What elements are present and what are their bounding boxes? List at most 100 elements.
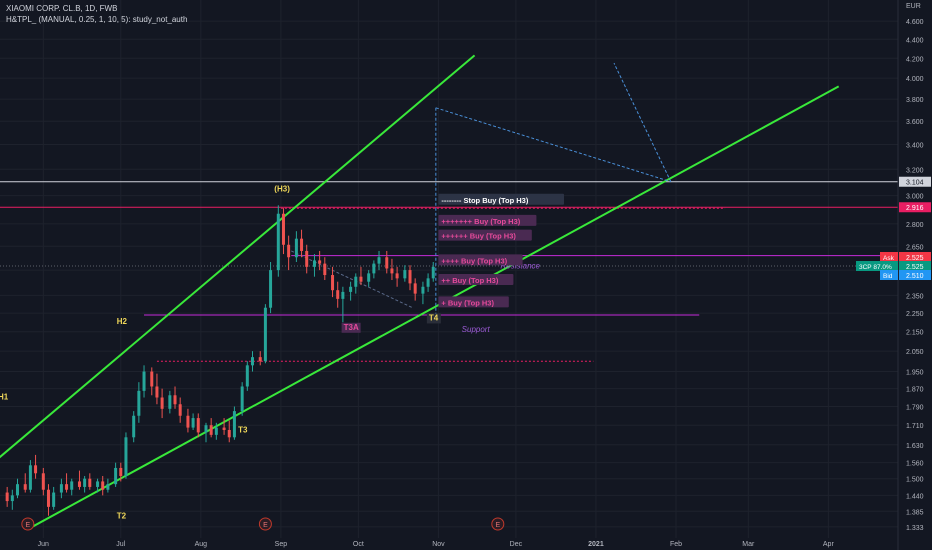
earnings-marker: [258, 517, 272, 531]
candle-body: [150, 371, 154, 387]
y-tick-label: 2.050: [906, 349, 924, 356]
candle-body: [178, 404, 182, 416]
ask-tag-value: 2.525: [906, 255, 924, 262]
candle-body: [214, 427, 218, 435]
candle-body: [5, 492, 9, 502]
earnings-marker-label: E: [495, 522, 500, 529]
pattern-label-box: [341, 322, 361, 333]
y-tick-label: 2.150: [906, 330, 924, 337]
candle-body: [408, 270, 412, 284]
candlestick-series: [5, 205, 435, 516]
candle-body: [155, 386, 159, 398]
x-tick-label: Jul: [116, 541, 125, 548]
candle-body: [15, 484, 19, 496]
candle-body: [70, 481, 74, 490]
pattern-label: T4: [429, 313, 439, 322]
bid-tag-value: 2.510: [906, 273, 924, 280]
level-annotation: Resistance: [500, 262, 540, 271]
candle-body: [359, 276, 363, 282]
buy-level-label: ++ Buy (Top H3): [441, 276, 498, 285]
candle-body: [403, 270, 407, 279]
candle-body: [232, 411, 236, 438]
candle-body: [83, 478, 87, 487]
candle-body: [263, 307, 267, 362]
candle-body: [258, 357, 262, 362]
candle-body: [124, 437, 128, 476]
candle-body: [331, 275, 335, 291]
candle-body: [132, 415, 136, 438]
pattern-label: H1: [0, 393, 9, 402]
y-tick-label: 1.440: [906, 493, 924, 500]
bid-tag-value-box: [899, 270, 931, 280]
candle-body: [142, 371, 146, 391]
currency-label: EUR: [906, 3, 921, 10]
candle-body: [209, 425, 213, 435]
candle-body: [385, 257, 389, 269]
channel-lower: [29, 85, 840, 529]
candle-body: [367, 273, 371, 282]
x-tick-label: Mar: [742, 541, 755, 548]
candle-body: [96, 481, 100, 487]
candle-body: [250, 357, 254, 366]
ask-tag-box: [880, 252, 898, 262]
y-tick-label: 1.333: [906, 525, 924, 532]
candle-body: [222, 427, 226, 430]
y-tick-label: 4.600: [906, 19, 924, 26]
x-axis: Jun Jul Aug Sep Oct Nov Dec 2021 Feb Mar Apr: [38, 541, 835, 548]
candle-body: [160, 397, 164, 409]
candle-body: [354, 276, 358, 287]
price-axis[interactable]: 4.600 4.400 4.200 4.000 3.800 3.600 3.400 3.200…: [856, 0, 931, 550]
candle-body: [23, 484, 27, 490]
buy-level-label: + Buy (Top H3): [441, 298, 494, 307]
buy-level-label: ++++ Buy (Top H3): [441, 256, 507, 265]
y-tick-label: 4.200: [906, 56, 924, 63]
mid-price-tag-value-box: [899, 261, 931, 271]
candle-body: [312, 260, 316, 267]
projection-up: [613, 62, 672, 182]
x-tick-label: Jun: [38, 541, 49, 548]
y-tick-label: 3.200: [906, 167, 924, 174]
candle-body: [65, 484, 69, 490]
candle-body: [173, 395, 177, 405]
candle-body: [276, 213, 280, 271]
y-tick-label: 1.710: [906, 423, 924, 430]
mid-price-tag-value: 2.525: [906, 264, 924, 271]
candle-body: [426, 278, 430, 287]
candle-body: [372, 263, 376, 274]
projection-neckline: [291, 250, 413, 309]
study-title: H&TPL_ (MANUAL, 0.25, 1, 10, 5): study_n…: [6, 15, 188, 24]
buy-level-box: [438, 214, 537, 226]
x-tick-label: Oct: [353, 541, 364, 548]
candle-body: [168, 395, 172, 409]
candle-body: [240, 386, 244, 412]
pattern-label-box: [426, 313, 441, 324]
candle-body: [300, 238, 304, 251]
candle-body: [377, 257, 381, 264]
candle-body: [336, 290, 340, 299]
y-tick-label: 2.250: [906, 311, 924, 318]
candle-body: [294, 238, 298, 258]
candle-body: [305, 250, 309, 267]
candle-body: [341, 291, 345, 299]
level-price-label: 2.916: [906, 205, 924, 212]
candle-body: [349, 286, 353, 292]
x-tick-label: 2021: [588, 541, 604, 548]
candle-body: [114, 467, 118, 485]
buy-level-box: [438, 193, 565, 205]
bid-tag-label: Bid: [883, 273, 893, 280]
x-tick-label: Feb: [670, 541, 682, 548]
ask-tag-value-box: [899, 252, 931, 262]
x-tick-label: Apr: [823, 541, 835, 548]
y-tick-label: 4.400: [906, 37, 924, 44]
candle-body: [413, 283, 417, 294]
ask-tag-label: Ask: [883, 255, 895, 262]
y-tick-label: 3.000: [906, 194, 924, 201]
level-price-label: 3.104: [906, 180, 924, 187]
y-tick-label: 1.950: [906, 370, 924, 377]
buy-level-label: ++++++ Buy (Top H3): [441, 232, 516, 241]
bid-tag-box: [880, 270, 898, 280]
earnings-marker: [491, 517, 505, 531]
y-tick-label: 1.560: [906, 461, 924, 468]
mid-price-tag-label: 3CP 87.0%: [859, 264, 892, 271]
